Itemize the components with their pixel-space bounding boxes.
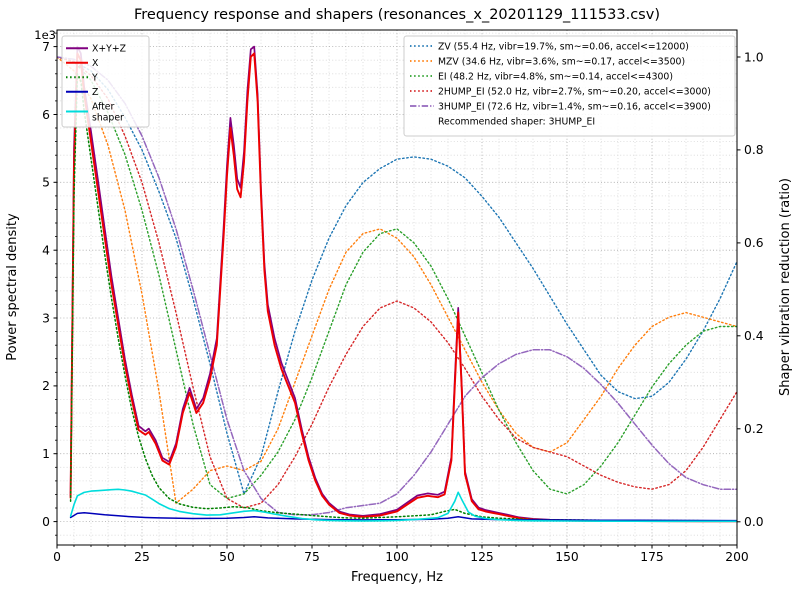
y-right-axis-label: Shaper vibration reduction (ratio) (778, 178, 793, 396)
legend-label-y: Y (91, 73, 98, 84)
y-right-tick-label: 0.0 (744, 515, 764, 529)
y-right-tick-label: 0.8 (744, 143, 764, 157)
y-left-tick-label: 5 (42, 176, 50, 190)
x-tick-label: 75 (304, 550, 320, 564)
series-2hump_ei (57, 56, 737, 509)
x-tick-label: 25 (134, 550, 150, 564)
plot-area: 0 25 50 75 100 125 150 175 200 0 1 2 3 4 5 6 7 0.0 0.2 0.4 0… (42, 29, 764, 564)
legend-shapers: ZV (55.4 Hz, vibr=19.7%, sm~=0.06, accel… (403, 35, 736, 137)
y-left-tick-label: 2 (42, 379, 50, 393)
y-left-tick-label: 3 (42, 311, 50, 325)
shaper-curves (57, 56, 737, 516)
y-left-tick-label: 6 (42, 108, 50, 122)
chart-title: Frequency response and shapers (resonanc… (134, 7, 660, 23)
series-mzv (57, 56, 737, 504)
legend-label-mzv: MZV (34.6 Hz, vibr=3.6%, sm~=0.17, accel… (438, 56, 685, 67)
legend-shapers-box (403, 35, 736, 137)
legend-entry-x-plus-y-plus-z: X+Y+Z (66, 44, 126, 55)
legend-label-2hump_ei: 2HUMP_EI (52.0 Hz, vibr=2.7%, sm~=0.20, … (438, 86, 711, 97)
legend-entry-3hump_ei: 3HUMP_EI (72.6 Hz, vibr=1.4%, sm~=0.16, … (410, 101, 711, 112)
series-x-plus-y-plus-z (69, 45, 737, 522)
x-tick-label: 100 (385, 550, 408, 564)
legend-label-z: Z (92, 87, 98, 98)
legend-entry-x: X (66, 58, 99, 69)
series-3hump_ei (57, 56, 737, 516)
y-right-tick-label: 0.2 (744, 422, 764, 436)
y-left-tick-label: 7 (42, 40, 50, 54)
legend-entry-2hump_ei: 2HUMP_EI (52.0 Hz, vibr=2.7%, sm~=0.20, … (410, 86, 711, 97)
series-zv (57, 56, 737, 495)
legend-label-3hump_ei: 3HUMP_EI (72.6 Hz, vibr=1.4%, sm~=0.16, … (438, 101, 711, 112)
legend-entry-mzv: MZV (34.6 Hz, vibr=3.6%, sm~=0.17, accel… (410, 56, 685, 67)
y-right-tick-label: 0.4 (744, 329, 764, 343)
y-left-tick-label: 4 (42, 244, 50, 258)
legend-psd-box (61, 35, 150, 128)
psd-curves (69, 45, 737, 523)
x-tick-label: 50 (219, 550, 235, 564)
legend-label-x: X (92, 58, 99, 69)
legend-label-zv: ZV (55.4 Hz, vibr=19.7%, sm~=0.06, accel… (438, 41, 689, 52)
legend-label-x-plus-y-plus-z: X+Y+Z (92, 44, 126, 55)
x-tick-label: 125 (470, 550, 493, 564)
legend-entry-zv: ZV (55.4 Hz, vibr=19.7%, sm~=0.06, accel… (410, 41, 689, 52)
y-axis-offset-text: 1e3 (34, 28, 56, 42)
recommended-shaper-note: Recommended shaper: 3HUMP_EI (438, 116, 595, 127)
x-tick-label: 200 (725, 550, 748, 564)
series-after-shaper (69, 488, 737, 523)
y-left-axis-label: Power spectral density (5, 213, 20, 361)
series-ei (57, 56, 737, 500)
series-y (69, 73, 737, 522)
series-x (69, 52, 737, 523)
y-left-tick-label: 1 (42, 447, 50, 461)
legend-label-ei: EI (48.2 Hz, vibr=4.8%, sm~=0.14, accel<… (438, 71, 673, 82)
legend-label-after-shaper: After (92, 102, 115, 113)
y-left-tick-label: 0 (42, 515, 50, 529)
x-tick-label: 0 (53, 550, 61, 564)
legend-entry-ei: EI (48.2 Hz, vibr=4.8%, sm~=0.14, accel<… (410, 71, 673, 82)
legend-label-after-shaper: shaper (92, 113, 124, 124)
x-tick-label: 175 (640, 550, 663, 564)
legend-entry-z: Z (66, 87, 98, 98)
y-right-tick-label: 0.6 (744, 236, 764, 250)
y-right-tick-label: 1.0 (744, 50, 764, 64)
x-axis-label: Frequency, Hz (351, 570, 443, 585)
x-tick-label: 150 (555, 550, 578, 564)
legend-entry-y: Y (66, 73, 98, 84)
axes-frame: 0 25 50 75 100 125 150 175 200 0 1 2 3 4 5 6 7 0.0 0.2 0.4 0… (42, 29, 764, 564)
